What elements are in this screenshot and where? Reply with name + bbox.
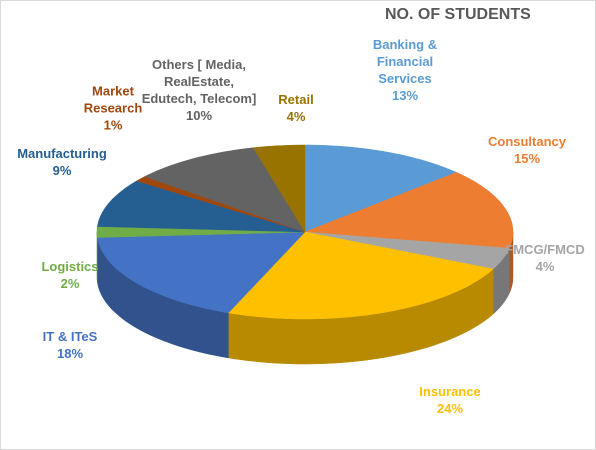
slice (97, 180, 306, 233)
value-label: 1% (103, 117, 123, 133)
category-label: Logistics (41, 259, 99, 274)
chart-title: NO. OF STUDENTS (385, 6, 531, 23)
slice (304, 231, 510, 270)
data-label: Consultancy 15% (477, 133, 577, 167)
slice (144, 147, 306, 233)
category-label: Banking & Financial Services (372, 37, 438, 86)
category-label: Insurance (419, 384, 481, 399)
slice (252, 144, 306, 233)
slice (304, 144, 458, 233)
value-label: 24% (436, 401, 464, 416)
data-label: Insurance 24% (400, 383, 500, 417)
value-label: 9% (52, 163, 72, 178)
data-label: Logistics 2% (20, 258, 120, 292)
data-label: Market Research 1% (73, 83, 153, 134)
data-label: FMCG/FMCD 4% (495, 241, 595, 275)
value-label: 18% (56, 346, 84, 361)
value-label: 4% (535, 259, 555, 274)
slice (96, 226, 306, 238)
value-label: 10% (185, 108, 213, 123)
data-label: Others [ Media, RealEstate, Edutech, Tel… (140, 56, 258, 124)
category-label: Manufacturing (17, 146, 107, 161)
data-label: Retail 4% (266, 91, 326, 125)
slice (227, 231, 494, 320)
data-label: Banking & Financial Services 13% (355, 36, 455, 104)
value-label: 13% (391, 88, 419, 103)
category-label: Retail (278, 92, 314, 107)
category-label: Market Research (83, 83, 143, 116)
value-label: 2% (60, 276, 80, 291)
category-label: Consultancy (487, 134, 566, 149)
category-label: IT & ITeS (42, 329, 98, 344)
data-label: Manufacturing 9% (2, 145, 122, 179)
value-label: 15% (513, 151, 541, 166)
slice (97, 231, 306, 314)
slice (304, 172, 514, 249)
category-label: FMCG/FMCD (505, 242, 585, 257)
value-label: 4% (286, 109, 306, 124)
data-label: IT & ITeS 18% (20, 328, 120, 362)
category-label: Others [ Media, RealEstate, Edutech, Tel… (141, 57, 257, 106)
